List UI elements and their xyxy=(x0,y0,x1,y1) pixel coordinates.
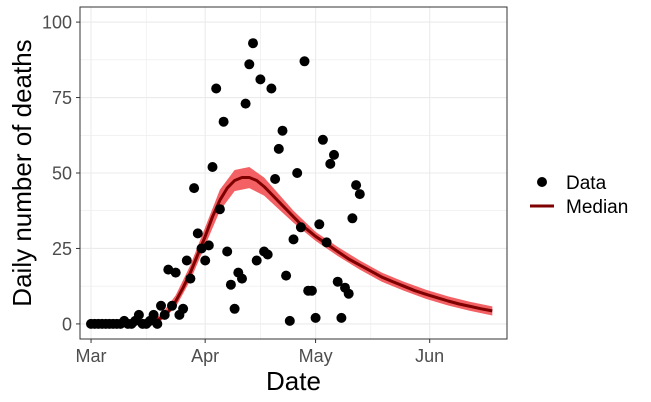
credible-band xyxy=(146,167,493,324)
data-point xyxy=(354,189,365,200)
data-point xyxy=(170,267,181,278)
data-point xyxy=(211,83,222,94)
y-tick-label: 25 xyxy=(52,239,72,259)
data-point xyxy=(167,300,177,311)
data-point xyxy=(222,246,233,257)
data-point xyxy=(214,204,225,215)
data-point xyxy=(351,180,362,191)
data-point xyxy=(336,312,347,323)
data-point xyxy=(317,134,328,145)
data-point xyxy=(207,162,218,172)
data-points-layer xyxy=(86,38,365,329)
data-point xyxy=(178,303,189,314)
x-tick-label: Apr xyxy=(191,346,219,366)
y-tick-label: 0 xyxy=(62,314,72,334)
legend: Data Median xyxy=(530,173,628,218)
legend-label: Median xyxy=(566,197,628,218)
data-point xyxy=(332,276,343,287)
data-point xyxy=(262,249,273,260)
data-point xyxy=(329,149,339,160)
credible-band-layer xyxy=(146,167,493,324)
x-tick-label: May xyxy=(299,346,333,366)
y-axis-title: Daily number of deaths xyxy=(7,39,37,306)
data-point xyxy=(203,240,214,251)
data-point xyxy=(251,255,262,266)
data-point xyxy=(159,309,170,320)
data-point xyxy=(273,143,284,154)
data-point xyxy=(244,59,255,70)
y-tick-label: 75 xyxy=(52,88,72,108)
y-tick-label: 100 xyxy=(42,13,72,33)
data-point xyxy=(270,174,281,184)
data-point xyxy=(343,288,354,299)
data-point xyxy=(325,158,336,169)
data-point xyxy=(225,279,236,290)
data-point xyxy=(152,318,163,329)
data-point xyxy=(185,273,196,284)
data-point xyxy=(181,255,192,266)
data-point xyxy=(277,125,288,136)
axis-ticks: Mar Apr May Jun 0 25 50 75 100 xyxy=(42,13,444,366)
x-tick-label: Jun xyxy=(415,346,444,366)
data-point xyxy=(310,312,321,323)
data-point xyxy=(306,285,317,296)
data-point xyxy=(156,300,166,311)
x-axis-title: Date xyxy=(266,366,321,396)
data-point xyxy=(299,56,310,67)
median-line xyxy=(146,176,493,325)
data-point xyxy=(218,116,229,127)
data-point xyxy=(284,315,295,326)
data-point xyxy=(266,83,277,94)
data-point xyxy=(288,234,299,245)
data-point xyxy=(347,213,358,224)
data-point xyxy=(229,303,240,314)
legend-key-data xyxy=(537,177,547,187)
x-tick-label: Mar xyxy=(76,346,107,366)
y-tick-label: 50 xyxy=(52,164,72,184)
median-line-layer xyxy=(146,176,493,325)
data-point xyxy=(321,237,332,248)
data-point xyxy=(133,309,144,320)
data-point xyxy=(292,168,303,178)
data-point xyxy=(192,228,203,239)
data-point xyxy=(189,183,200,194)
data-point xyxy=(248,38,258,49)
data-point xyxy=(148,309,159,320)
legend-label: Data xyxy=(566,173,607,194)
data-point xyxy=(200,255,211,266)
data-point xyxy=(255,74,266,85)
data-point xyxy=(240,98,251,109)
data-point xyxy=(237,273,247,284)
data-point xyxy=(281,270,292,281)
data-point xyxy=(314,219,325,230)
data-point xyxy=(295,222,306,233)
